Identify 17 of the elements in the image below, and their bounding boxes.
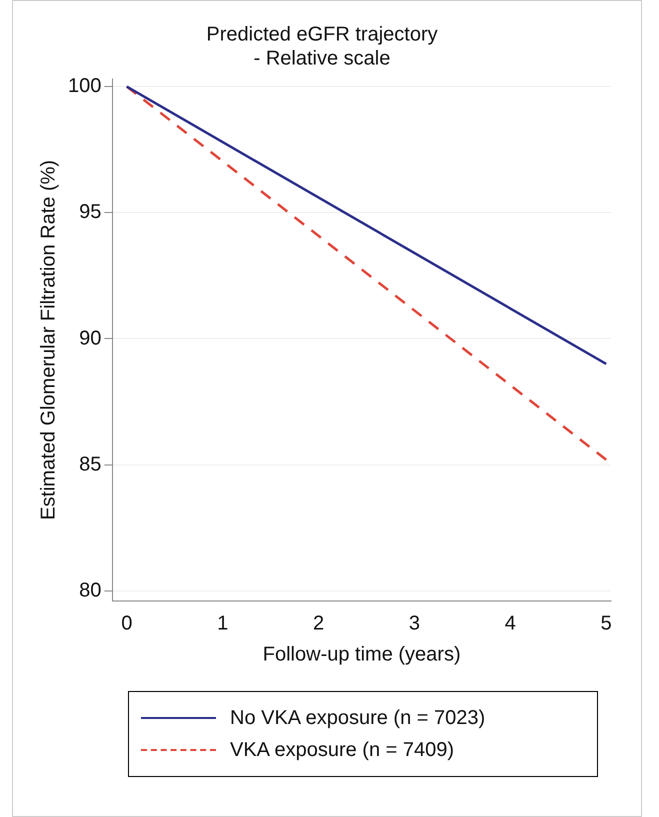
y-tick-label: 85 (79, 453, 102, 476)
x-tick-label: 2 (312, 612, 324, 635)
x-tick-label: 0 (121, 612, 132, 635)
y-tick-label: 95 (79, 201, 102, 224)
x-tick-label: 3 (408, 612, 420, 635)
x-tick-label: 1 (217, 612, 228, 635)
x-axis-title: Follow-up time (years) (262, 644, 461, 666)
y-tick-label: 90 (79, 327, 102, 350)
y-tick-label: 100 (68, 75, 102, 98)
x-tick-label: 5 (600, 612, 612, 635)
y-axis-title: Estimated Glomerular Filtration Rate (%) (38, 160, 60, 520)
y-tick-label: 80 (79, 579, 102, 602)
legend-label: VKA exposure (n = 7409) (230, 738, 454, 763)
text: - Relative scale (254, 48, 390, 70)
legend-label: No VKA exposure (n = 7023) (230, 706, 486, 731)
text: Predicted eGFR trajectory (206, 24, 438, 46)
x-tick-label: 4 (504, 612, 516, 635)
